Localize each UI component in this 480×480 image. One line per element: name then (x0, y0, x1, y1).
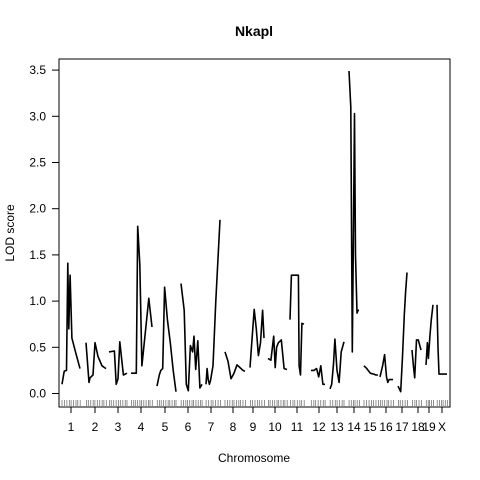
x-tick-label: 16 (379, 420, 393, 434)
x-tick-label: 2 (92, 420, 99, 434)
x-tick-label: 9 (250, 420, 257, 434)
lod-curve-chr-2 (85, 341, 107, 384)
x-tick-label: 17 (395, 420, 409, 434)
lod-curve-chr-10 (267, 335, 288, 371)
y-tick-label: 3.5 (29, 63, 46, 77)
y-tick-label: 1.5 (29, 248, 46, 262)
x-tick-label: 7 (208, 420, 215, 434)
lod-curve-chr-3 (108, 340, 128, 386)
lod-curve-chr-15 (363, 365, 378, 376)
x-tick-label: 6 (185, 420, 192, 434)
x-tick-label: 14 (347, 420, 361, 434)
x-tick-label: 18 (411, 420, 425, 434)
y-tick-label: 2.5 (29, 156, 46, 170)
chart-title: Nkapl (235, 23, 273, 39)
lod-curves (61, 70, 447, 393)
lod-curve-chr-X (436, 304, 447, 375)
lod-curve-chr-4 (131, 225, 153, 375)
lod-curve-chr-14 (348, 70, 359, 353)
x-tick-label: 4 (138, 420, 145, 434)
lod-curve-chr-18 (411, 339, 422, 379)
x-tick-label: 15 (363, 420, 377, 434)
x-tick-label: 19 (422, 420, 436, 434)
x-tick-label: 13 (330, 420, 344, 434)
y-tick-label: 1.0 (29, 294, 46, 308)
y-tick-label: 2.0 (29, 202, 46, 216)
x-tick-label: 11 (291, 420, 304, 434)
x-tick-label: 10 (268, 420, 282, 434)
x-axis-label: Chromosome (218, 451, 290, 465)
lod-curve-chr-6 (180, 283, 203, 392)
lod-curve-chr-8 (224, 351, 246, 380)
plot-frame (58, 58, 451, 408)
x-tick-label: X (438, 420, 446, 434)
lod-curve-chr-16 (379, 353, 393, 384)
x-tick-label: 5 (162, 420, 169, 434)
marker-rug (61, 400, 448, 406)
y-tick-label: 3.0 (29, 109, 46, 123)
x-tick-label: 3 (115, 420, 122, 434)
lod-curve-chr-13 (329, 338, 345, 390)
lod-curve-chr-5 (156, 286, 177, 392)
y-tick-label: 0.5 (29, 340, 46, 354)
lod-curve-chr-7 (205, 219, 221, 386)
lod-curve-chr-19 (425, 304, 434, 365)
lod-curve-chr-11 (289, 274, 305, 376)
x-tick-label: 8 (230, 420, 237, 434)
lod-curve-chr-9 (249, 308, 265, 368)
lod-curve-chr-1 (61, 262, 81, 385)
x-tick-label: 12 (312, 420, 326, 434)
lod-curve-chr-17 (397, 272, 408, 393)
y-axis-label: LOD score (3, 204, 17, 262)
y-tick-label: 0.0 (29, 387, 46, 401)
lod-curve-chr-12 (311, 364, 325, 386)
y-axis: 0.0 0.5 1.0 1.5 2.0 2.5 3.0 3.5 (29, 63, 60, 401)
x-tick-label: 1 (68, 420, 75, 434)
